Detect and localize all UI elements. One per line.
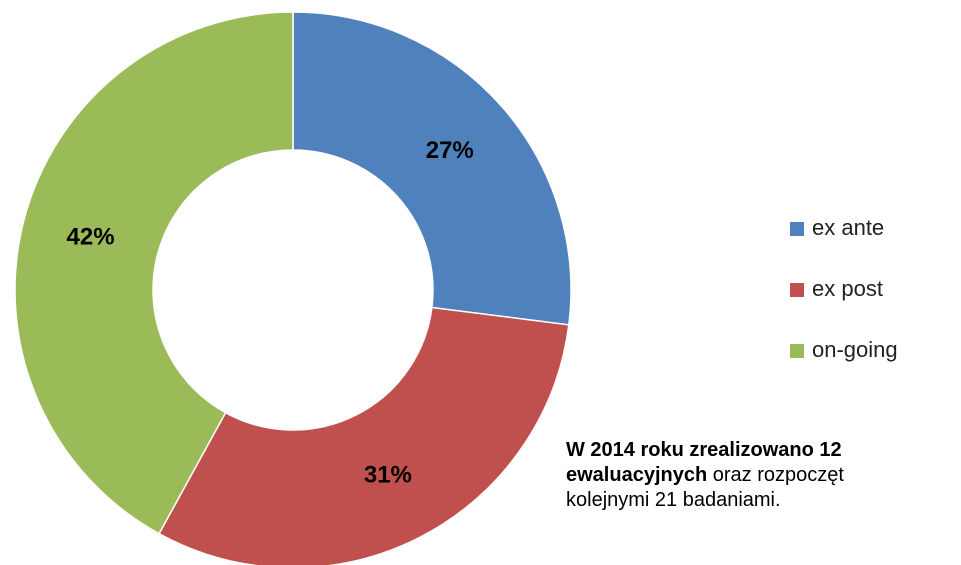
note-line: ewaluacyjnych oraz rozpoczęt [566, 463, 961, 488]
note-line: W 2014 roku zrealizowano 12 [566, 438, 961, 463]
note-text: oraz rozpoczęt [712, 464, 844, 486]
legend-swatch [790, 344, 804, 358]
slice [158, 306, 570, 565]
legend-label: ex post [812, 276, 883, 301]
data-label: 31% [364, 462, 412, 489]
note-line: kolejnymi 21 badaniami. [566, 488, 961, 513]
data-label: 27% [426, 137, 474, 164]
slice [14, 11, 294, 535]
note-text: kolejnymi 21 badaniami. [566, 489, 781, 511]
legend-swatch [790, 222, 804, 236]
slice [292, 11, 572, 326]
legend-label: on-going [812, 337, 898, 362]
note: W 2014 roku zrealizowano 12 ewaluacyjnyc… [566, 438, 961, 513]
legend-swatch [790, 283, 804, 297]
data-label: 42% [67, 223, 115, 250]
note-text: ewaluacyjnych [566, 464, 708, 486]
note-text: W 2014 roku zrealizowano 12 [566, 439, 842, 461]
legend-label: ex ante [812, 215, 884, 240]
